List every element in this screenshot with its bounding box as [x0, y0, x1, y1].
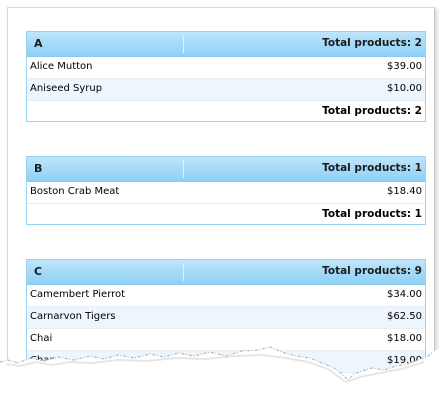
product-name: Chai [30, 333, 53, 344]
group-a: A Total products: 2 Alice Mutton $39.00 … [26, 31, 426, 122]
product-price: $62.50 [387, 311, 422, 322]
header-separator [183, 263, 184, 281]
group-footer: Total products: 2 [27, 101, 425, 121]
group-header: C Total products: 9 [27, 260, 425, 285]
product-name: Chang [30, 355, 63, 366]
product-name: Camembert Pierrot [30, 289, 126, 300]
group-name: C [34, 265, 43, 278]
product-price: $10.00 [387, 83, 422, 94]
group-footer: Total products: 1 [27, 204, 425, 224]
product-name: Boston Crab Meat [30, 186, 120, 197]
group-footer-total: Total products: 2 [322, 105, 422, 117]
group-footer-total: Total products: 1 [322, 208, 422, 220]
product-name: Alice Mutton [30, 61, 93, 72]
product-name: Aniseed Syrup [30, 83, 103, 94]
table-row: Boston Crab Meat $18.40 [27, 182, 425, 204]
product-price: $18.40 [387, 186, 422, 197]
product-price: $19.00 [387, 355, 422, 366]
group-header: A Total products: 2 [27, 32, 425, 57]
group-c: C Total products: 9 Camembert Pierrot $3… [26, 259, 426, 373]
table-row: Chang $19.00 [27, 351, 425, 373]
table-row: Chai $18.00 [27, 329, 425, 351]
report-page: A Total products: 2 Alice Mutton $39.00 … [7, 7, 435, 391]
product-price: $18.00 [387, 333, 422, 344]
product-price: $39.00 [387, 61, 422, 72]
group-header: B Total products: 1 [27, 157, 425, 182]
group-name: A [34, 37, 43, 50]
table-row: Carnarvon Tigers $62.50 [27, 307, 425, 329]
product-name: Carnarvon Tigers [30, 311, 116, 322]
table-row: Camembert Pierrot $34.00 [27, 285, 425, 307]
group-header-total: Total products: 9 [322, 265, 422, 277]
table-row: Aniseed Syrup $10.00 [27, 79, 425, 101]
table-row: Alice Mutton $39.00 [27, 57, 425, 79]
group-header-total: Total products: 2 [322, 37, 422, 49]
group-name: B [34, 162, 43, 175]
product-price: $34.00 [387, 289, 422, 300]
header-separator [183, 160, 184, 178]
header-separator [183, 35, 184, 53]
group-b: B Total products: 1 Boston Crab Meat $18… [26, 156, 426, 225]
group-header-total: Total products: 1 [322, 162, 422, 174]
